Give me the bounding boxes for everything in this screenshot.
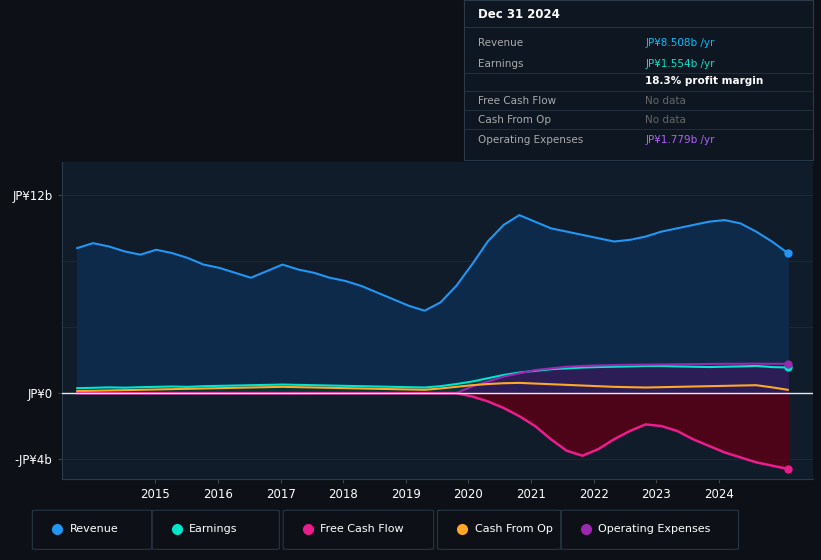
Text: Earnings: Earnings [189, 524, 237, 534]
Text: Revenue: Revenue [70, 524, 118, 534]
Text: No data: No data [645, 115, 686, 125]
Text: Cash From Op: Cash From Op [478, 115, 551, 125]
Text: Operating Expenses: Operating Expenses [478, 136, 583, 146]
Text: 18.3% profit margin: 18.3% profit margin [645, 76, 764, 86]
Text: Revenue: Revenue [478, 38, 523, 48]
Text: JP¥1.554b /yr: JP¥1.554b /yr [645, 59, 715, 69]
Text: Operating Expenses: Operating Expenses [598, 524, 710, 534]
Text: Dec 31 2024: Dec 31 2024 [478, 8, 560, 21]
Text: Earnings: Earnings [478, 59, 523, 69]
Text: JP¥1.779b /yr: JP¥1.779b /yr [645, 136, 715, 146]
Text: Cash From Op: Cash From Op [475, 524, 553, 534]
Text: JP¥8.508b /yr: JP¥8.508b /yr [645, 38, 715, 48]
Text: Free Cash Flow: Free Cash Flow [478, 96, 556, 105]
Text: Free Cash Flow: Free Cash Flow [320, 524, 404, 534]
Text: No data: No data [645, 96, 686, 105]
